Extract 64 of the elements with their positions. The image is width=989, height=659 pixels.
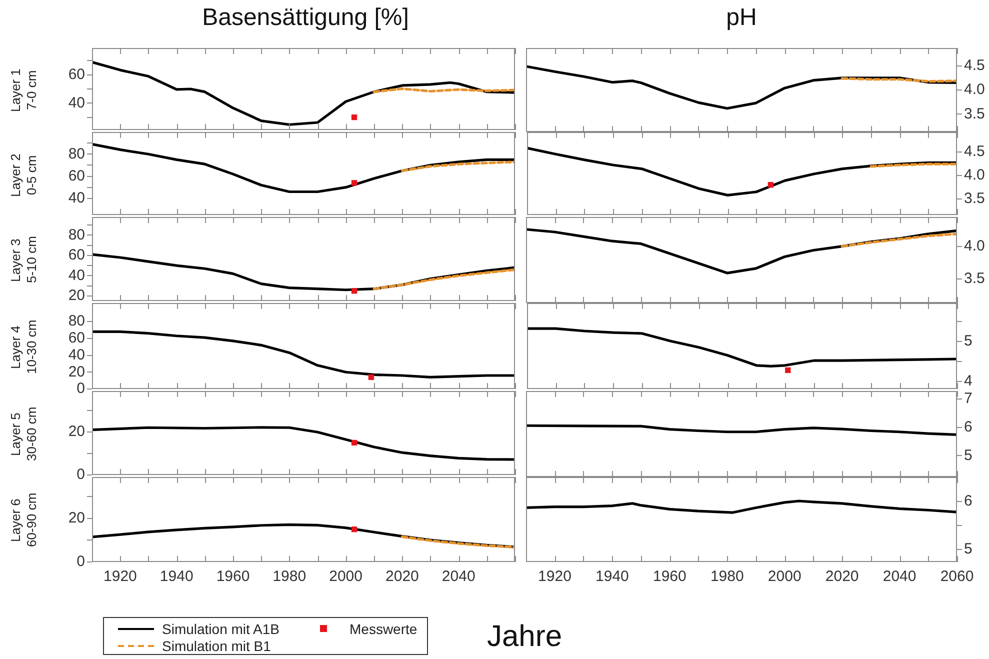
x-tick-label: 1940 xyxy=(596,568,629,586)
y-tick-label: 4.0 xyxy=(964,166,985,184)
y-tick-label: 4.0 xyxy=(964,81,985,98)
chart-title: Basensättigung [%] xyxy=(201,4,410,32)
x-tick-label: 2040 xyxy=(882,568,916,586)
y-tick-label: 5 xyxy=(964,446,972,464)
line-series xyxy=(840,232,957,248)
x-tick-label: 2000 xyxy=(329,568,362,586)
y-axis-title: Layer 1 7-0 cm xyxy=(8,67,40,114)
y-tick-label: 40 xyxy=(68,346,85,364)
x-tick-label: 1920 xyxy=(104,568,137,586)
x-tick-label: 2020 xyxy=(386,568,419,586)
legend-label: Messwerte xyxy=(350,620,418,636)
y-tick-label: 20 xyxy=(68,363,85,380)
y-tick-label: 60 xyxy=(68,66,85,84)
y-tick-label: 0 xyxy=(76,553,85,570)
x-tick-label: 2040 xyxy=(442,568,476,586)
y-tick-label: 20 xyxy=(68,287,85,304)
x-tick-label: 1960 xyxy=(216,568,250,586)
x-tick-label: 2020 xyxy=(825,568,859,586)
y-tick-label: 80 xyxy=(68,145,85,162)
y-axis-title: Layer 4 10-30 cm xyxy=(8,318,40,376)
y-tick-label: 60 xyxy=(68,330,85,347)
y-tick-label: 40 xyxy=(68,190,85,207)
x-axis-title: Jahre xyxy=(486,620,562,653)
y-tick-label: 0 xyxy=(76,466,85,484)
chart-title: pH xyxy=(725,4,758,32)
y-tick-label: 20 xyxy=(68,510,85,527)
line-series xyxy=(372,268,515,290)
y-tick-label: 4 xyxy=(964,372,972,390)
y-tick-label: 7 xyxy=(964,390,972,408)
y-tick-label: 80 xyxy=(68,226,85,244)
y-tick-label: 20 xyxy=(68,423,85,440)
y-axis-title: Layer 3 5-10 cm xyxy=(8,236,40,286)
y-tick-label: 60 xyxy=(68,167,85,184)
x-tick-label: 2000 xyxy=(768,568,802,586)
x-tick-label: 1940 xyxy=(160,568,194,586)
y-tick-label: 3.5 xyxy=(964,105,985,122)
y-tick-label: 3.5 xyxy=(964,190,985,208)
legend-label: Simulation mit B1 xyxy=(162,638,271,654)
x-tick-label: 1960 xyxy=(652,568,686,586)
line-series xyxy=(400,160,515,172)
y-tick-label: 5 xyxy=(964,540,972,558)
y-tick-label: 60 xyxy=(68,246,85,264)
x-tick-label: 1980 xyxy=(272,568,306,586)
y-tick-label: 3.5 xyxy=(964,270,985,288)
y-tick-label: 40 xyxy=(68,266,85,284)
y-tick-label: 4.5 xyxy=(964,142,985,160)
x-tick-label: 2060 xyxy=(940,568,974,586)
y-tick-label: 40 xyxy=(68,94,85,112)
x-tick-label: 1980 xyxy=(710,568,744,586)
y-tick-label: 6 xyxy=(964,418,972,436)
y-axis-title: Layer 6 60-90 cm xyxy=(8,491,40,548)
legend-label: Simulation mit A1B xyxy=(162,620,280,636)
y-tick-label: 0 xyxy=(76,380,85,398)
y-axis-title: Layer 2 0-5 cm xyxy=(8,152,40,198)
y-tick-label: 4.5 xyxy=(964,57,985,74)
y-tick-label: 4.0 xyxy=(964,237,985,254)
y-tick-label: 80 xyxy=(68,312,85,330)
y-tick-label: 6 xyxy=(964,492,972,510)
y-axis-title: Layer 5 30-60 cm xyxy=(8,406,40,463)
line-series xyxy=(400,535,515,548)
y-tick-label: 5 xyxy=(964,332,972,350)
x-tick-label: 1920 xyxy=(538,568,572,586)
